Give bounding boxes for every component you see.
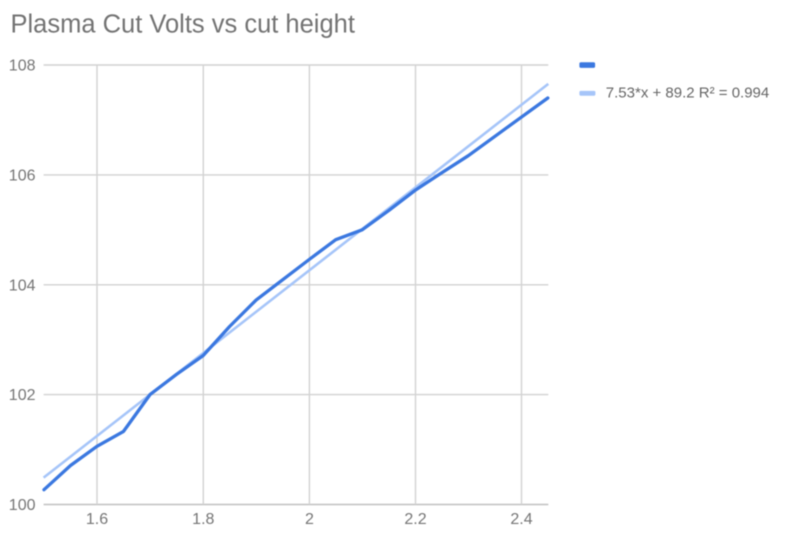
svg-text:Plasma Cut Volts vs cut height: Plasma Cut Volts vs cut height [11, 11, 355, 39]
svg-text:1.6: 1.6 [86, 511, 108, 528]
svg-text:2.4: 2.4 [510, 511, 532, 528]
svg-text:108: 108 [9, 58, 36, 75]
svg-text:100: 100 [9, 497, 36, 514]
svg-text:1.8: 1.8 [192, 511, 214, 528]
svg-text:2.2: 2.2 [404, 511, 426, 528]
svg-text:2: 2 [305, 511, 314, 528]
svg-text:104: 104 [9, 277, 36, 294]
svg-text:106: 106 [9, 167, 36, 184]
svg-text:7.53*x + 89.2 R² = 0.994: 7.53*x + 89.2 R² = 0.994 [606, 84, 769, 101]
svg-text:102: 102 [9, 387, 36, 404]
